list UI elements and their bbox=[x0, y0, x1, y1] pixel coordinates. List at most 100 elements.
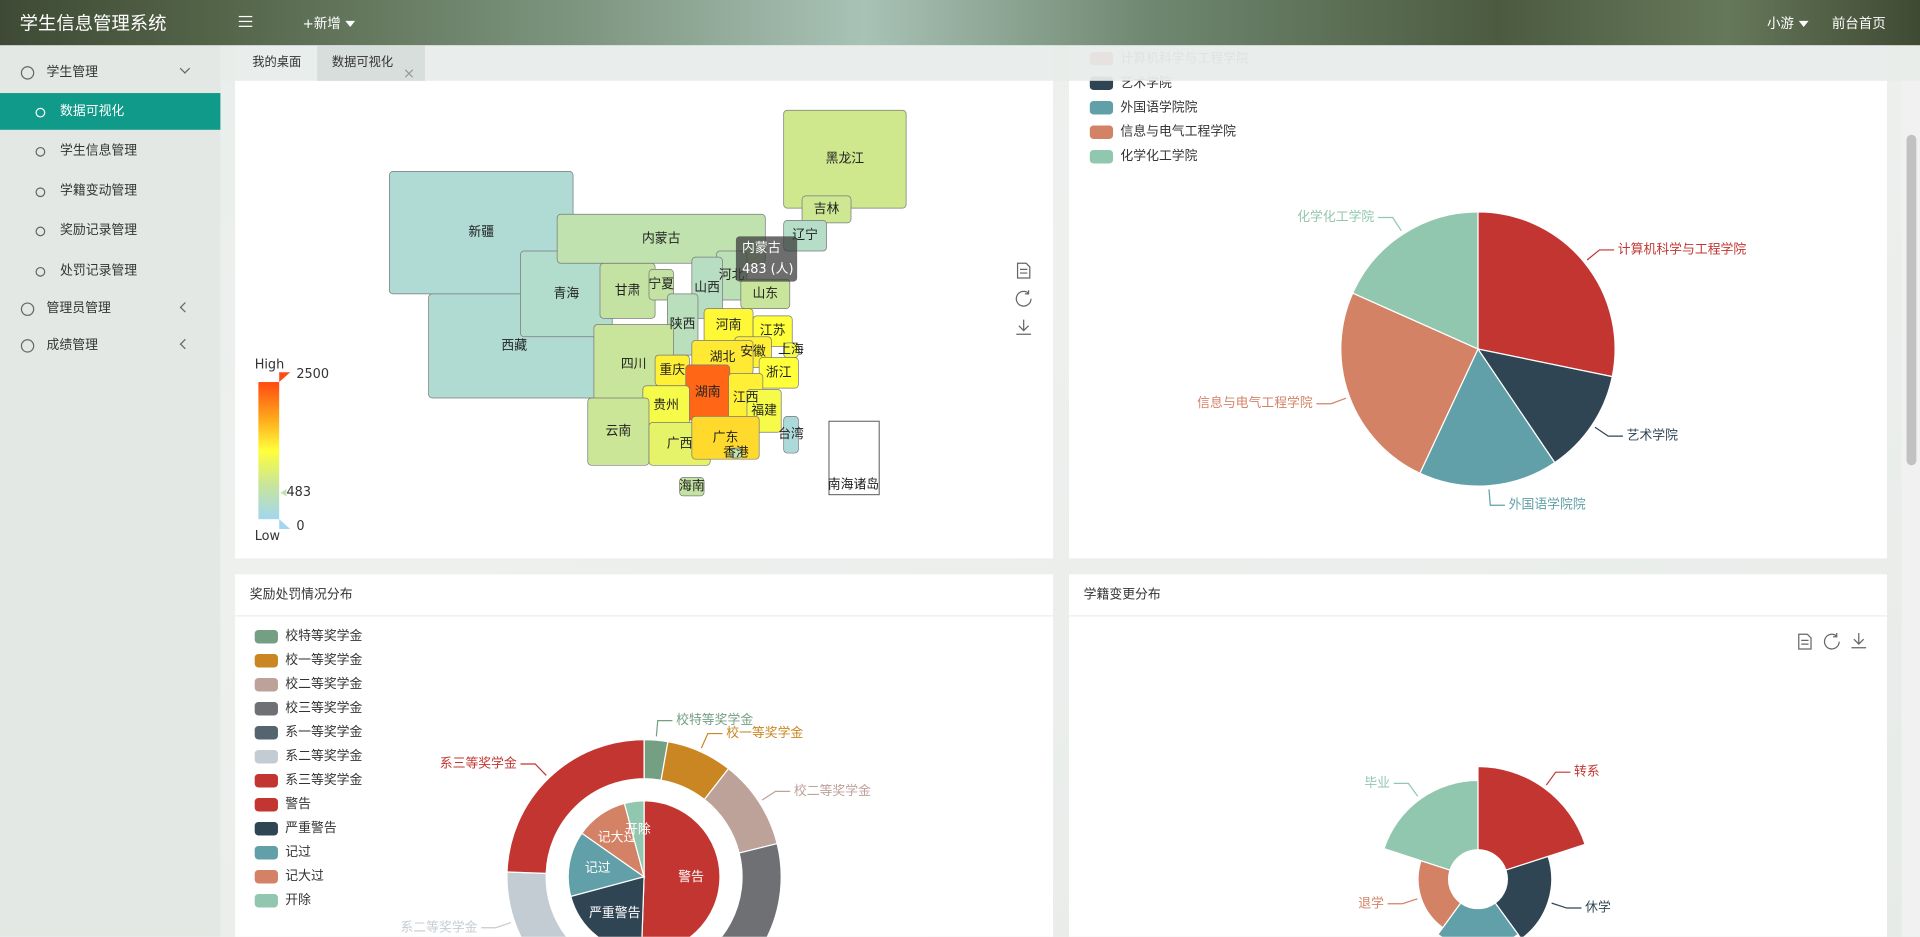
province-label: 四川 bbox=[621, 357, 647, 372]
tab-close[interactable] bbox=[404, 58, 414, 78]
tab[interactable]: 我的桌面 bbox=[220, 45, 316, 81]
pie-slice[interactable] bbox=[1494, 855, 1553, 937]
icon bbox=[20, 302, 35, 316]
toolbox-save[interactable] bbox=[1016, 319, 1032, 335]
menu-item[interactable]: 处罚记录管理 bbox=[0, 252, 220, 289]
legend-label[interactable]: 系一等奖学金 bbox=[285, 724, 362, 740]
user-menu[interactable]: 小游 bbox=[1767, 13, 1809, 33]
app-title: 学生信息管理系统 bbox=[19, 12, 167, 35]
menu-group[interactable]: 学生管理 bbox=[0, 54, 220, 91]
menu-group[interactable]: 管理员管理 bbox=[0, 290, 220, 327]
status-panel bbox=[1068, 574, 1887, 937]
legend-swatch[interactable] bbox=[254, 726, 278, 740]
legend-label[interactable]: 校特等奖学金 bbox=[285, 628, 362, 644]
province-label: 西藏 bbox=[501, 338, 527, 353]
legend-label[interactable]: 信息与电气工程学院 bbox=[1120, 124, 1236, 140]
legend-swatch[interactable] bbox=[254, 678, 278, 692]
pie-slice[interactable] bbox=[623, 800, 645, 877]
label-line bbox=[481, 922, 512, 929]
toolbox-data-view[interactable] bbox=[1798, 633, 1812, 650]
province-label: 广西 bbox=[667, 436, 693, 451]
legend-label[interactable]: 校二等奖学金 bbox=[285, 676, 362, 692]
pie-slice[interactable] bbox=[1436, 902, 1519, 937]
toolbox-restore[interactable] bbox=[1823, 633, 1840, 650]
close-glyph bbox=[404, 69, 414, 78]
visual-map-low: Low bbox=[255, 529, 280, 544]
menu-group[interactable]: 成绩管理 bbox=[0, 327, 220, 364]
legend-swatch[interactable] bbox=[254, 894, 278, 908]
pie-slice[interactable] bbox=[1340, 292, 1479, 475]
province[interactable] bbox=[758, 357, 799, 389]
slice-label: 休学 bbox=[1585, 900, 1611, 916]
caret bbox=[345, 20, 356, 27]
province[interactable] bbox=[679, 477, 705, 497]
legend-swatch[interactable] bbox=[1089, 150, 1114, 164]
legend-swatch[interactable] bbox=[254, 654, 278, 668]
caret bbox=[1798, 20, 1809, 27]
province[interactable] bbox=[729, 447, 743, 459]
menu-label: 奖励记录管理 bbox=[60, 222, 138, 238]
legend-label[interactable]: 开除 bbox=[285, 893, 311, 908]
tab[interactable]: 数据可视化 bbox=[317, 45, 425, 81]
tooltip-name: 内蒙古 bbox=[742, 240, 781, 256]
province[interactable] bbox=[691, 415, 760, 460]
pie-slice[interactable] bbox=[1419, 347, 1556, 487]
province-label: 新疆 bbox=[468, 224, 494, 240]
menu-item[interactable]: 数据可视化 bbox=[0, 93, 221, 130]
toolbox-save[interactable] bbox=[1851, 633, 1867, 649]
legend-label[interactable]: 化学化工学院 bbox=[1120, 148, 1197, 164]
sidebar: 学生管理 数据可视化 学生信息管理 学籍变动管理 奖励记录管理 处罚记录管理 管… bbox=[0, 45, 221, 937]
legend-label[interactable]: 校一等奖学金 bbox=[285, 652, 362, 668]
province-label: 河南 bbox=[716, 317, 742, 333]
menu-item[interactable]: 学生信息管理 bbox=[0, 132, 220, 169]
province-label: 山东 bbox=[752, 286, 778, 301]
visual-map-handle[interactable] bbox=[279, 372, 291, 383]
menu-item[interactable]: 学籍变动管理 bbox=[0, 173, 220, 210]
legend-swatch[interactable] bbox=[254, 846, 278, 860]
pie-slice[interactable] bbox=[506, 738, 645, 874]
pie-slice[interactable] bbox=[1351, 211, 1479, 350]
legend-label[interactable]: 系三等奖学金 bbox=[285, 772, 362, 788]
legend-label[interactable]: 记大过 bbox=[285, 869, 324, 884]
legend-label[interactable]: 记过 bbox=[285, 845, 311, 860]
legend-label[interactable]: 严重警告 bbox=[285, 820, 337, 836]
home-link[interactable]: 前台首页 bbox=[1831, 15, 1886, 32]
new-button[interactable]: +新增 bbox=[302, 13, 356, 33]
province[interactable] bbox=[783, 415, 799, 454]
pie-slice[interactable] bbox=[1477, 211, 1616, 378]
province[interactable] bbox=[648, 269, 674, 301]
legend-swatch[interactable] bbox=[1089, 125, 1114, 139]
legend-label[interactable]: 校三等奖学金 bbox=[285, 700, 362, 716]
legend-label[interactable]: 系二等奖学金 bbox=[285, 748, 362, 764]
legend-swatch[interactable] bbox=[254, 774, 278, 788]
pie-slice[interactable] bbox=[678, 842, 782, 937]
pie-slice[interactable] bbox=[1383, 779, 1479, 871]
scrollbar[interactable] bbox=[1901, 80, 1920, 937]
province-label: 广东 bbox=[713, 430, 739, 445]
legend-swatch[interactable] bbox=[254, 870, 278, 884]
province-label: 安徽 bbox=[740, 345, 766, 360]
legend-label[interactable]: 警告 bbox=[285, 796, 311, 812]
menu-label: 处罚记录管理 bbox=[60, 263, 138, 278]
menu-label: 成绩管理 bbox=[46, 337, 98, 353]
toolbox-data-view[interactable] bbox=[1016, 262, 1031, 279]
user-name: 小游 bbox=[1766, 15, 1794, 32]
province-label: 江西 bbox=[733, 390, 759, 405]
menu-toggle[interactable] bbox=[238, 15, 253, 27]
legend-swatch[interactable] bbox=[254, 630, 278, 644]
icon bbox=[35, 187, 46, 198]
legend-swatch[interactable] bbox=[1089, 101, 1114, 115]
legend-swatch[interactable] bbox=[254, 822, 278, 836]
scroll-thumb[interactable] bbox=[1906, 134, 1917, 466]
legend-label[interactable]: 外国语学院院 bbox=[1120, 99, 1197, 115]
menu-item[interactable]: 奖励记录管理 bbox=[0, 212, 220, 249]
legend-swatch[interactable] bbox=[254, 702, 278, 716]
legend-swatch[interactable] bbox=[254, 750, 278, 764]
legend-swatch[interactable] bbox=[254, 798, 278, 812]
icon bbox=[35, 266, 46, 277]
pie-slice[interactable] bbox=[641, 800, 721, 937]
visual-map-max: 2500 bbox=[296, 367, 329, 382]
toolbox-restore[interactable] bbox=[1015, 290, 1032, 307]
slice-label: 校一等奖学金 bbox=[726, 725, 803, 741]
pie-slice[interactable] bbox=[1477, 765, 1586, 871]
